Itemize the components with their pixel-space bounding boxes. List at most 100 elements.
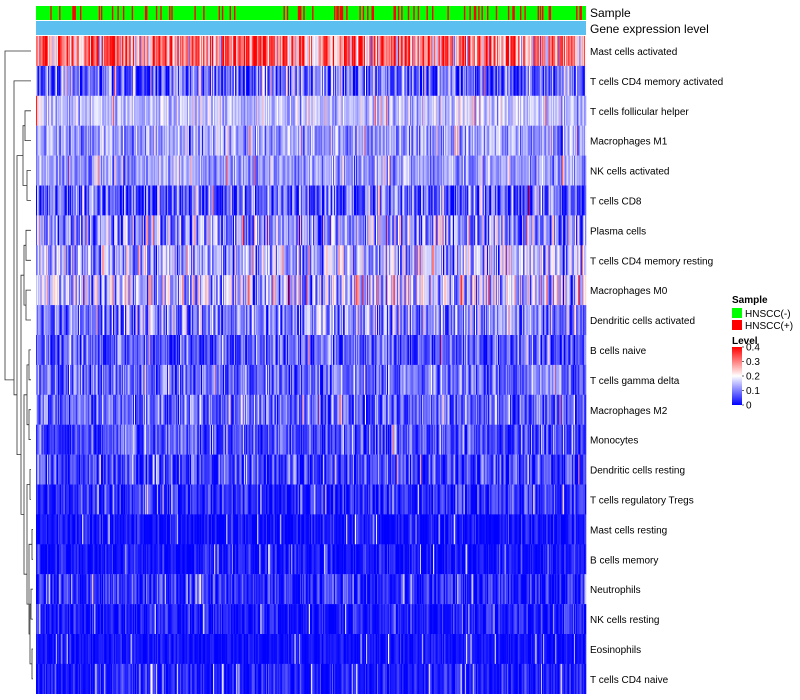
heatmap-cell — [526, 275, 528, 306]
heatmap-cell — [440, 65, 443, 96]
heatmap-cell — [54, 245, 57, 276]
heatmap-cell — [543, 125, 545, 156]
heatmap-cell — [249, 305, 251, 336]
heatmap-cell — [144, 245, 147, 276]
heatmap-cell — [417, 155, 420, 186]
heatmap-cell — [457, 36, 459, 67]
heatmap-cell — [59, 65, 61, 96]
heatmap-cell — [457, 245, 459, 276]
heatmap-cell — [576, 215, 578, 246]
heatmap-cell — [579, 155, 581, 186]
heatmap-cell — [470, 185, 472, 216]
heatmap-cell — [316, 185, 318, 216]
heatmap-cell — [273, 185, 275, 216]
heatmap-cell — [416, 95, 418, 126]
heatmap-cell — [198, 125, 201, 156]
heatmap-cell — [284, 245, 286, 276]
heatmap-cell — [423, 125, 425, 156]
heatmap-cell — [180, 305, 182, 336]
heatmap-cell — [448, 36, 450, 67]
heatmap-cell — [449, 245, 451, 276]
heatmap-cell — [160, 185, 162, 216]
heatmap-cell — [484, 95, 487, 126]
heatmap-cell — [110, 125, 113, 156]
heatmap-cell — [269, 36, 271, 67]
heatmap-cell — [190, 275, 192, 306]
heatmap-cell — [468, 36, 470, 67]
heatmap-cell — [522, 245, 524, 276]
heatmap-cell — [186, 305, 189, 336]
heatmap-cell — [382, 125, 384, 156]
heatmap-cell — [500, 245, 502, 276]
heatmap-cell — [263, 275, 266, 306]
heatmap-cell — [296, 275, 299, 306]
heatmap-cell — [203, 215, 205, 246]
heatmap-cell — [92, 275, 94, 306]
heatmap-cell — [518, 275, 521, 306]
heatmap-cell — [207, 215, 209, 246]
heatmap-cell — [391, 125, 393, 156]
heatmap-cell — [496, 36, 499, 67]
heatmap-cell — [180, 275, 182, 306]
heatmap-cell — [122, 95, 125, 126]
heatmap-cell — [271, 125, 273, 156]
heatmap-cell — [331, 36, 334, 67]
heatmap-cell — [36, 155, 38, 186]
heatmap-cell — [228, 245, 230, 276]
heatmap-cell — [456, 95, 458, 126]
heatmap-cell — [440, 275, 443, 306]
heatmap-cell — [421, 95, 423, 126]
heatmap-cell — [531, 215, 533, 246]
heatmap-cell — [528, 275, 531, 306]
heatmap-cell — [121, 185, 124, 216]
heatmap-cell — [294, 95, 296, 126]
heatmap-cell — [208, 65, 211, 96]
heatmap-cell — [575, 125, 577, 156]
heatmap-cell — [63, 185, 65, 216]
heatmap-cell — [458, 155, 460, 186]
heatmap-cell — [151, 215, 153, 246]
heatmap-cell — [270, 65, 272, 96]
heatmap-cell — [559, 155, 561, 186]
heatmap-cell — [267, 155, 269, 186]
heatmap-cell — [452, 215, 455, 246]
heatmap-cell — [421, 185, 423, 216]
heatmap-cell — [119, 185, 121, 216]
heatmap-cell — [559, 185, 561, 216]
heatmap-cell — [191, 275, 193, 306]
heatmap-cell — [463, 245, 466, 276]
heatmap-cell — [562, 215, 565, 246]
heatmap-cell — [500, 95, 502, 126]
heatmap-cell — [102, 245, 104, 276]
heatmap-cell — [272, 155, 274, 186]
heatmap-cell — [494, 275, 497, 306]
heatmap-cell — [516, 125, 519, 156]
heatmap-cell — [91, 65, 93, 96]
heatmap-cell — [374, 185, 377, 216]
heatmap-cell — [162, 245, 164, 276]
heatmap-cell — [361, 245, 363, 276]
heatmap-cell — [454, 36, 456, 67]
heatmap-cell — [407, 125, 410, 156]
heatmap-cell — [301, 305, 303, 336]
heatmap-cell — [130, 125, 132, 156]
heatmap-cell — [434, 275, 436, 306]
heatmap-cell — [280, 305, 282, 336]
heatmap-cell — [579, 245, 581, 276]
heatmap-cell — [207, 125, 209, 156]
heatmap-cell — [419, 65, 422, 96]
heatmap-cell — [69, 275, 71, 306]
heatmap-cell — [274, 305, 277, 336]
heatmap-cell — [230, 65, 233, 96]
heatmap-cell — [373, 125, 376, 156]
heatmap-cell — [364, 215, 367, 246]
heatmap-cell — [406, 185, 409, 216]
heatmap-cell — [408, 36, 411, 67]
heatmap-cell — [282, 245, 284, 276]
heatmap-cell — [182, 245, 184, 276]
heatmap-cell — [445, 275, 447, 306]
heatmap-cell — [155, 65, 158, 96]
heatmap-cell — [410, 155, 412, 186]
heatmap-cell — [357, 185, 359, 216]
heatmap-cell — [531, 36, 533, 67]
